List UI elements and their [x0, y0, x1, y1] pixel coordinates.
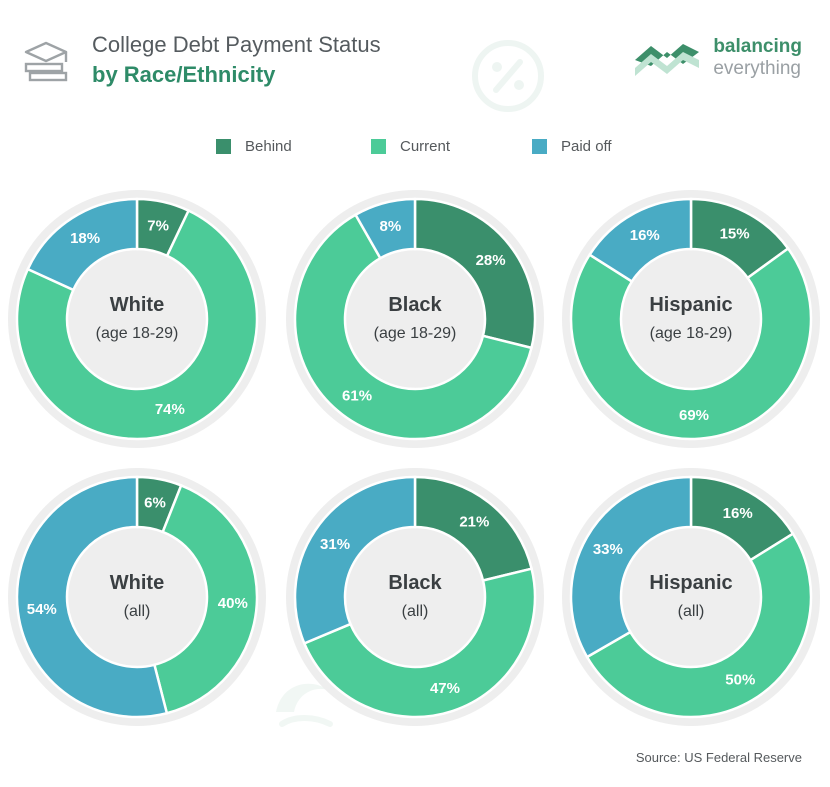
slice-label-current: 50% [725, 671, 755, 688]
brand-name-line-2: everything [713, 58, 801, 79]
donut-center-title: White [110, 294, 164, 316]
legend-item-current: Current [371, 138, 450, 155]
legend-label-current: Current [400, 138, 451, 155]
legend-label-paid-off: Paid off [561, 138, 612, 155]
donut-chart-1: 7% 74% 18% White (age 18-29) [8, 190, 266, 448]
donut-center-title: Hispanic [649, 572, 732, 594]
donut-chart-6: 16% 50% 33% Hispanic (all) [562, 468, 820, 726]
page-title: College Debt Payment Status by Race/Ethn… [92, 30, 381, 90]
slice-label-behind: 15% [720, 225, 750, 242]
donut-chart-3: 15% 69% 16% Hispanic (age 18-29) [562, 190, 820, 448]
slice-label-paid-off: 54% [27, 601, 57, 618]
slice-label-paid-off: 31% [320, 536, 350, 553]
brand: balancing everything [633, 36, 802, 80]
legend-item-behind: Behind [216, 138, 292, 155]
slice-label-behind: 21% [459, 514, 489, 531]
donut-center-subtitle: (all) [678, 603, 705, 620]
slice-label-paid-off: 18% [70, 230, 100, 247]
legend-swatch-behind [216, 139, 231, 154]
slice-current [585, 532, 813, 719]
balancing-everything-logo-icon [635, 44, 700, 76]
slice-label-paid-off: 16% [630, 227, 660, 244]
slice-label-current: 69% [679, 407, 709, 424]
slice-label-behind: 6% [144, 495, 166, 512]
slice-label-current: 61% [342, 388, 372, 405]
donut-center-title: Black [388, 294, 442, 316]
slice-current [152, 483, 259, 715]
brand-name-line-1: balancing [713, 36, 802, 57]
donut-chart-5: 21% 47% 31% Black (all) [286, 468, 544, 726]
donut-chart-2: 28% 61% 8% Black (age 18-29) [286, 190, 544, 448]
slice-label-current: 74% [155, 401, 185, 418]
slice-current [293, 213, 533, 441]
cash-hand-watermark-icon [276, 683, 333, 727]
slice-label-behind: 28% [476, 252, 506, 269]
legend-swatch-paid-off [532, 139, 547, 154]
slice-paid-off [293, 475, 417, 645]
slice-paid-off [26, 197, 139, 292]
slice-paid-off [569, 475, 693, 659]
slice-behind [413, 197, 537, 350]
source-note: Source: US Federal Reserve [635, 750, 802, 765]
slice-label-paid-off: 33% [593, 541, 623, 558]
donut-center-subtitle: (age 18-29) [650, 325, 733, 342]
graduation-cap-books-icon [24, 41, 68, 82]
donut-center-subtitle: (age 18-29) [374, 325, 457, 342]
slice-label-current: 47% [430, 680, 460, 697]
donut-center-subtitle: (all) [402, 603, 429, 620]
percent-coin-watermark-icon [472, 40, 544, 112]
title-line-2: by Race/Ethnicity [92, 62, 276, 87]
slice-label-paid-off: 8% [380, 218, 402, 235]
slice-paid-off [15, 475, 169, 719]
legend-item-paid-off: Paid off [532, 138, 612, 155]
legend-swatch-current [371, 139, 386, 154]
donut-center-title: Black [388, 572, 442, 594]
donut-center-title: White [110, 572, 164, 594]
legend: Behind Current Paid off [0, 138, 830, 158]
donut-center-title: Hispanic [649, 294, 732, 316]
slice-label-behind: 7% [147, 217, 169, 234]
title-line-1: College Debt Payment Status [92, 32, 381, 57]
slice-label-current: 40% [218, 595, 248, 612]
slice-paid-off [587, 197, 693, 284]
slice-current [302, 567, 537, 719]
slice-current [569, 246, 813, 441]
legend-label-behind: Behind [245, 138, 292, 155]
slice-current [15, 208, 259, 441]
donut-center-subtitle: (age 18-29) [96, 325, 179, 342]
slice-paid-off [353, 197, 417, 260]
slice-label-behind: 16% [723, 505, 753, 522]
donut-chart-4: 6% 40% 54% White (all) [8, 468, 266, 726]
donut-center-subtitle: (all) [124, 603, 151, 620]
